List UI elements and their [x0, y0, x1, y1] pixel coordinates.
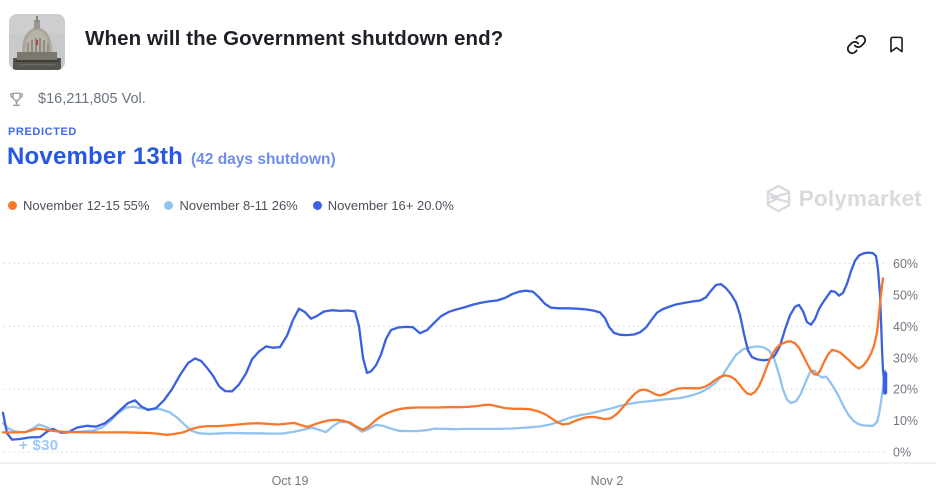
legend-label: November 16+ 20.0%: [327, 198, 454, 213]
capitol-building-icon: [9, 14, 65, 70]
copy-link-button[interactable]: [844, 32, 868, 56]
legend-dot-icon: [164, 201, 174, 210]
series-line-november-16+: [1, 251, 887, 441]
polymarket-watermark: Polymarket: [765, 184, 922, 213]
legend-label: November 12-15 55%: [23, 198, 150, 213]
bookmark-icon: [889, 36, 903, 52]
chart-legend: November 12-15 55% November 8-11 26% Novem…: [8, 198, 454, 213]
legend-item-2[interactable]: November 16+ 20.0%: [312, 198, 454, 213]
y-tick-20: 20%: [893, 383, 918, 397]
y-tick-50: 50%: [893, 288, 918, 302]
predicted-suffix: (42 days shutdown): [191, 151, 336, 168]
legend-item-0[interactable]: November 12-15 55%: [8, 198, 149, 213]
legend-item-1[interactable]: November 8-11 26%: [164, 198, 298, 213]
volume-value: $16,211,805 Vol.: [38, 91, 146, 107]
legend-label: November 8-11 26%: [179, 198, 298, 213]
legend-dot-icon: [312, 201, 322, 210]
market-thumbnail-capitol: [9, 14, 65, 70]
page-title: When will the Government shutdown end?: [85, 27, 504, 50]
pnl-annotation: + $30: [19, 437, 59, 454]
bookmark-button[interactable]: [884, 32, 908, 56]
series-line-november-12-15: [1, 277, 885, 437]
y-tick-0: 0%: [893, 446, 911, 460]
polymarket-watermark-text: Polymarket: [798, 185, 922, 211]
predicted-label: PREDICTED: [8, 126, 77, 138]
header-actions: [844, 32, 908, 56]
y-tick-40: 40%: [893, 320, 918, 334]
predicted-row: November 13th (42 days shutdown): [7, 143, 336, 171]
x-tick-oct-19: Oct 19: [272, 474, 309, 488]
x-tick-nov-2: Nov 2: [591, 474, 624, 488]
y-tick-10: 10%: [893, 414, 918, 428]
predicted-value: November 13th: [7, 143, 183, 170]
trophy-icon: [10, 92, 23, 107]
y-tick-60: 60%: [893, 257, 918, 271]
y-tick-30: 30%: [893, 351, 918, 365]
volume-row: $16,211,805 Vol.: [8, 90, 146, 108]
link-icon: [846, 34, 866, 54]
legend-dot-icon: [8, 201, 17, 210]
polymarket-logo-icon: [766, 184, 790, 213]
series-line-november-8-11: [1, 345, 887, 436]
